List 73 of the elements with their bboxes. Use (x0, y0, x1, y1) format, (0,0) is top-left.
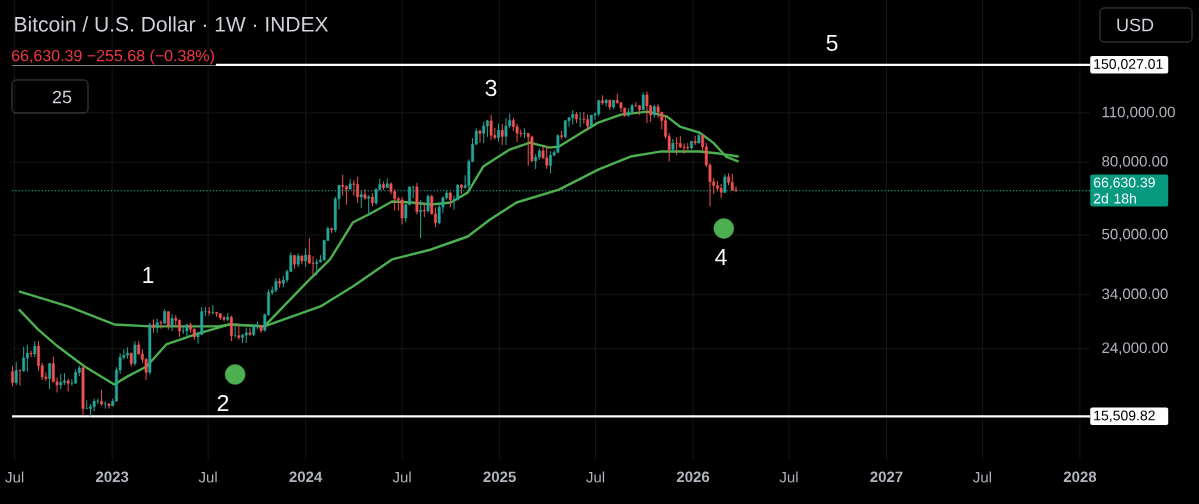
candlestick (556, 133, 560, 154)
candlestick (18, 368, 22, 387)
y-tick-label: 34,000.00 (1102, 288, 1168, 301)
x-tick-label: 2023 (96, 471, 129, 483)
ref-line-label: 15,509.82 (1094, 410, 1155, 423)
candlestick (549, 150, 552, 174)
candlestick (48, 362, 52, 390)
y-tick-label: 50,000.00 (1102, 228, 1168, 242)
x-tick-label: 2027 (870, 471, 903, 483)
x-tick-label: 2025 (483, 471, 516, 483)
candlestick (22, 346, 26, 373)
candlestick (723, 173, 727, 194)
candlestick (489, 114, 493, 141)
candlestick (363, 188, 367, 201)
candlestick (211, 304, 215, 316)
candlestick (96, 398, 100, 405)
candlestick (107, 402, 111, 410)
candlestick (233, 323, 237, 338)
candlestick (304, 247, 308, 268)
candlestick (682, 142, 686, 155)
candlestick (25, 344, 29, 373)
candlestick (230, 315, 233, 342)
candlestick (545, 146, 549, 170)
candlestick (133, 340, 137, 367)
y-tick-label: 80,000.00 (1102, 156, 1168, 169)
candlestick (14, 361, 18, 386)
y-tick-label: 110,000.00 (1102, 106, 1175, 120)
candlestick (170, 313, 174, 332)
candlestick (478, 129, 482, 144)
text: 66,630.39 −255.68 (−0.38%) (12, 49, 214, 65)
candlestick (29, 350, 33, 358)
candlestick (11, 365, 14, 388)
candlestick (504, 117, 508, 146)
x-tick-label: Jul (198, 471, 217, 483)
candlestick (92, 398, 96, 413)
candlestick (311, 255, 315, 276)
line-series (17, 110, 740, 386)
x-tick-label: 2028 (1063, 471, 1097, 483)
ref-line-label: 150,027.01 (1094, 59, 1163, 71)
candlestick (400, 196, 404, 226)
candlestick (523, 127, 526, 139)
candlestick (85, 399, 89, 410)
annotation: 25 (52, 90, 72, 104)
candlestick (356, 176, 359, 204)
text: Bitcoin / U.S. Dollar · 1W · INDEX (15, 16, 329, 32)
candlestick (497, 123, 500, 143)
candlestick (426, 193, 430, 214)
x-tick-label: Jul (586, 471, 605, 483)
annotation: 2 (217, 394, 229, 412)
candlestick (500, 123, 504, 146)
x-tick-label: 2024 (289, 471, 323, 483)
candlestick (345, 184, 348, 206)
ref-line-label: 66,630.39 2d 18h (1093, 177, 1155, 204)
annotation: 3 (485, 79, 497, 97)
x-tick-label: Jul (5, 471, 24, 483)
candlestick (222, 315, 226, 323)
candlestick (526, 132, 530, 167)
candlestick (656, 103, 660, 119)
candlestick (248, 327, 252, 337)
x-tick-label: Jul (779, 471, 798, 483)
annotation: 4 (715, 249, 727, 265)
x-tick-label: Jul (973, 471, 992, 483)
x-tick-label: 2026 (676, 471, 710, 483)
text: USD (1117, 18, 1154, 32)
annotation: 1 (143, 267, 154, 283)
candlestick (719, 183, 723, 199)
annotation: 5 (826, 34, 838, 52)
x-tick-label: Jul (392, 471, 411, 483)
candlestick (734, 185, 738, 193)
candlestick (159, 319, 163, 330)
y-tick-label: 24,000.00 (1102, 342, 1168, 355)
candlestick (645, 91, 649, 124)
candlestick (166, 311, 170, 331)
